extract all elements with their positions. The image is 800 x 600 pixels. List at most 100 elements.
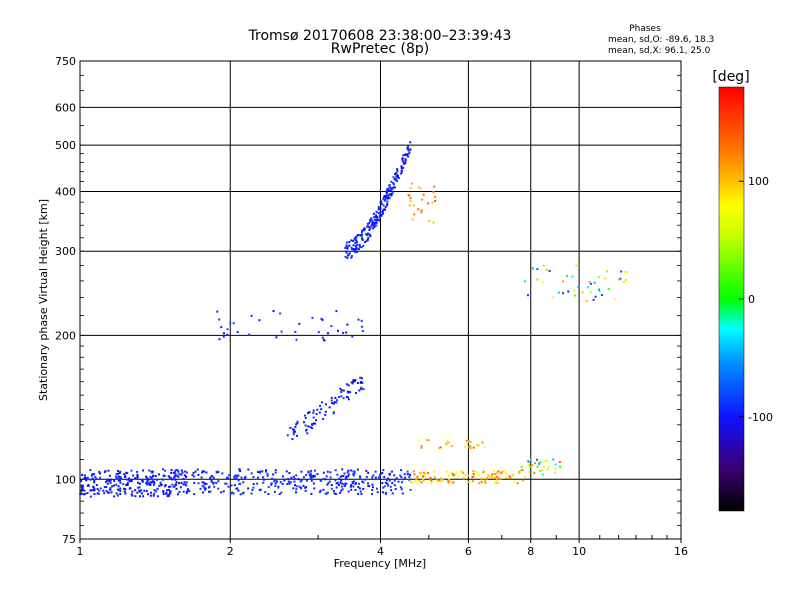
data-point <box>404 158 407 161</box>
data-point <box>109 488 112 491</box>
data-point <box>336 481 339 484</box>
data-point <box>404 476 407 479</box>
data-point <box>170 469 173 471</box>
data-point <box>215 481 218 484</box>
data-point <box>409 200 412 203</box>
data-point <box>435 479 438 482</box>
data-point <box>285 470 288 473</box>
data-point <box>373 225 376 228</box>
data-point <box>279 312 282 315</box>
data-point <box>280 330 283 333</box>
data-point <box>273 480 276 483</box>
data-point <box>162 478 165 481</box>
data-point <box>400 476 403 478</box>
data-point <box>455 471 458 474</box>
data-point <box>319 404 321 407</box>
data-point <box>486 477 488 480</box>
data-point <box>402 154 405 157</box>
data-point <box>167 488 170 491</box>
x-axis-label: Frequency [MHz] <box>334 557 426 570</box>
data-point <box>186 490 188 493</box>
data-point <box>358 243 361 246</box>
data-point <box>309 426 312 429</box>
data-point <box>389 485 392 488</box>
data-point <box>305 428 308 431</box>
data-point <box>84 474 86 477</box>
data-point <box>358 245 361 248</box>
data-point <box>352 485 355 488</box>
data-point <box>205 471 208 474</box>
data-point <box>368 233 371 236</box>
data-point <box>213 485 216 488</box>
data-point <box>403 473 406 476</box>
data-point <box>399 486 402 489</box>
data-point <box>391 482 394 485</box>
data-point <box>311 423 314 426</box>
data-point <box>598 290 601 292</box>
data-point <box>420 209 423 212</box>
data-point <box>492 470 495 473</box>
data-point <box>341 468 344 471</box>
data-point <box>575 264 578 267</box>
data-point <box>185 484 188 487</box>
data-point <box>388 186 391 189</box>
data-point <box>91 473 93 476</box>
data-point <box>409 473 412 476</box>
data-point <box>281 475 284 478</box>
data-point <box>385 196 388 199</box>
data-point <box>438 447 440 450</box>
data-point <box>130 469 133 472</box>
data-point <box>330 396 333 399</box>
data-point <box>202 470 205 473</box>
data-point <box>310 476 313 479</box>
data-point <box>351 248 354 251</box>
data-point <box>314 422 317 425</box>
data-point <box>137 486 140 489</box>
data-point <box>347 384 350 387</box>
data-point <box>348 391 351 393</box>
data-point <box>441 479 444 482</box>
data-point <box>147 493 149 496</box>
data-point <box>164 485 166 488</box>
data-point <box>115 473 118 475</box>
data-point <box>375 220 378 223</box>
data-point <box>168 475 171 478</box>
data-point <box>105 486 108 488</box>
data-point <box>359 475 361 478</box>
y-tick-label: 400 <box>55 185 76 198</box>
data-point <box>542 466 545 469</box>
data-point <box>345 396 348 398</box>
data-point <box>490 477 493 479</box>
data-point <box>471 476 474 479</box>
data-point <box>119 479 121 482</box>
data-point <box>360 386 363 389</box>
data-point <box>131 494 134 497</box>
data-point <box>347 469 350 472</box>
data-point <box>298 322 301 325</box>
data-point <box>412 470 415 473</box>
data-point <box>287 480 290 483</box>
data-point <box>369 227 372 230</box>
data-point <box>98 471 101 473</box>
data-point <box>93 473 95 476</box>
data-point <box>84 493 87 495</box>
data-point <box>158 484 161 487</box>
data-point <box>360 234 362 237</box>
data-point <box>338 396 340 398</box>
data-point <box>162 474 165 477</box>
data-point <box>625 279 627 281</box>
data-point <box>160 483 163 486</box>
data-point <box>321 336 324 339</box>
data-point <box>346 323 349 326</box>
data-point <box>191 474 194 477</box>
data-point <box>429 479 432 482</box>
data-point <box>300 470 303 473</box>
data-point <box>347 475 350 478</box>
data-point <box>482 470 485 473</box>
data-point <box>169 490 172 493</box>
data-point <box>241 492 244 495</box>
data-point <box>531 267 534 270</box>
chart-title: Tromsø 20170608 23:38:00–23:39:43 <box>248 28 512 44</box>
data-point <box>338 477 341 480</box>
data-point <box>371 483 374 486</box>
